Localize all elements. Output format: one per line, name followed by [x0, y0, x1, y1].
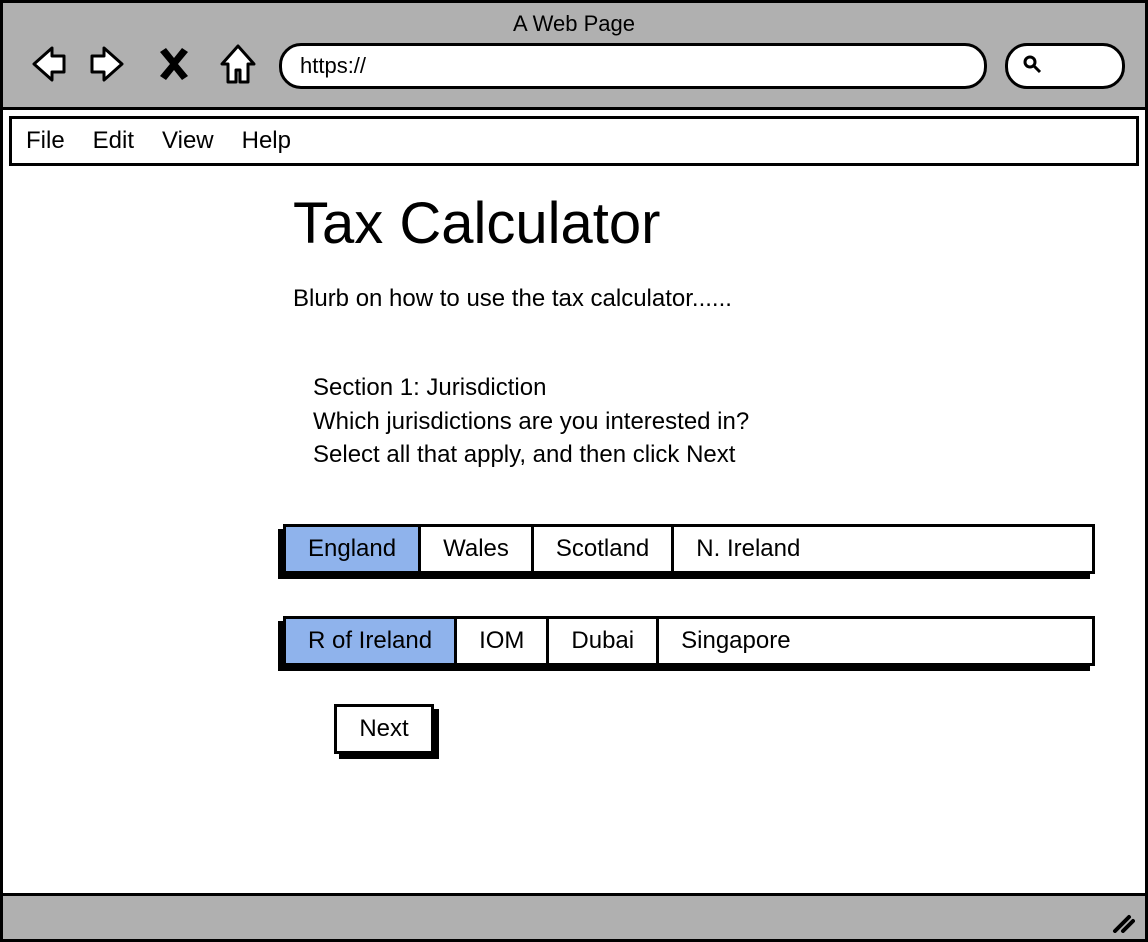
home-button[interactable]: [215, 43, 261, 89]
option-scotland[interactable]: Scotland: [534, 527, 674, 571]
forward-button[interactable]: [87, 43, 133, 89]
button-row: R of Ireland IOM Dubai Singapore: [283, 616, 1095, 666]
menu-edit[interactable]: Edit: [93, 127, 134, 155]
section-hint: Select all that apply, and then click Ne…: [313, 438, 1095, 472]
url-input[interactable]: [279, 43, 987, 89]
browser-toolbar: [23, 43, 1125, 89]
section-title: Section 1: Jurisdiction: [313, 371, 1095, 405]
option-n-ireland[interactable]: N. Ireland: [674, 527, 822, 571]
jurisdiction-rows: England Wales Scotland N. Ireland R of I…: [283, 524, 1095, 666]
status-bar: [3, 893, 1145, 939]
page-blurb: Blurb on how to use the tax calculator..…: [293, 285, 1095, 313]
jurisdiction-row-1: England Wales Scotland N. Ireland: [283, 524, 1095, 574]
page-content: Tax Calculator Blurb on how to use the t…: [3, 166, 1145, 893]
search-icon: [1022, 54, 1042, 79]
jurisdiction-row-2: R of Ireland IOM Dubai Singapore: [283, 616, 1095, 666]
page-title: Tax Calculator: [293, 190, 1095, 257]
option-iom[interactable]: IOM: [457, 619, 549, 663]
button-row: England Wales Scotland N. Ireland: [283, 524, 1095, 574]
home-icon: [216, 42, 260, 91]
section-question: Which jurisdictions are you interested i…: [313, 405, 1095, 439]
browser-chrome: A Web Page: [3, 3, 1145, 110]
stop-button[interactable]: [151, 43, 197, 89]
menu-view[interactable]: View: [162, 127, 214, 155]
menu-bar: File Edit View Help: [9, 116, 1139, 166]
option-singapore[interactable]: Singapore: [659, 619, 812, 663]
arrow-right-icon: [88, 42, 132, 91]
menu-help[interactable]: Help: [242, 127, 291, 155]
option-dubai[interactable]: Dubai: [549, 619, 659, 663]
window-title: A Web Page: [23, 11, 1125, 37]
back-button[interactable]: [23, 43, 69, 89]
arrow-left-icon: [24, 42, 68, 91]
option-england[interactable]: England: [286, 527, 421, 571]
next-button[interactable]: Next: [334, 704, 433, 754]
resize-grip-icon[interactable]: [1107, 913, 1135, 933]
next-button-container: Next: [3, 704, 905, 754]
browser-window: A Web Page: [0, 0, 1148, 942]
section-text: Section 1: Jurisdiction Which jurisdicti…: [313, 371, 1095, 472]
close-x-icon: [152, 42, 196, 91]
menu-file[interactable]: File: [26, 127, 65, 155]
option-r-of-ireland[interactable]: R of Ireland: [286, 619, 457, 663]
option-wales[interactable]: Wales: [421, 527, 534, 571]
search-button[interactable]: [1005, 43, 1125, 89]
